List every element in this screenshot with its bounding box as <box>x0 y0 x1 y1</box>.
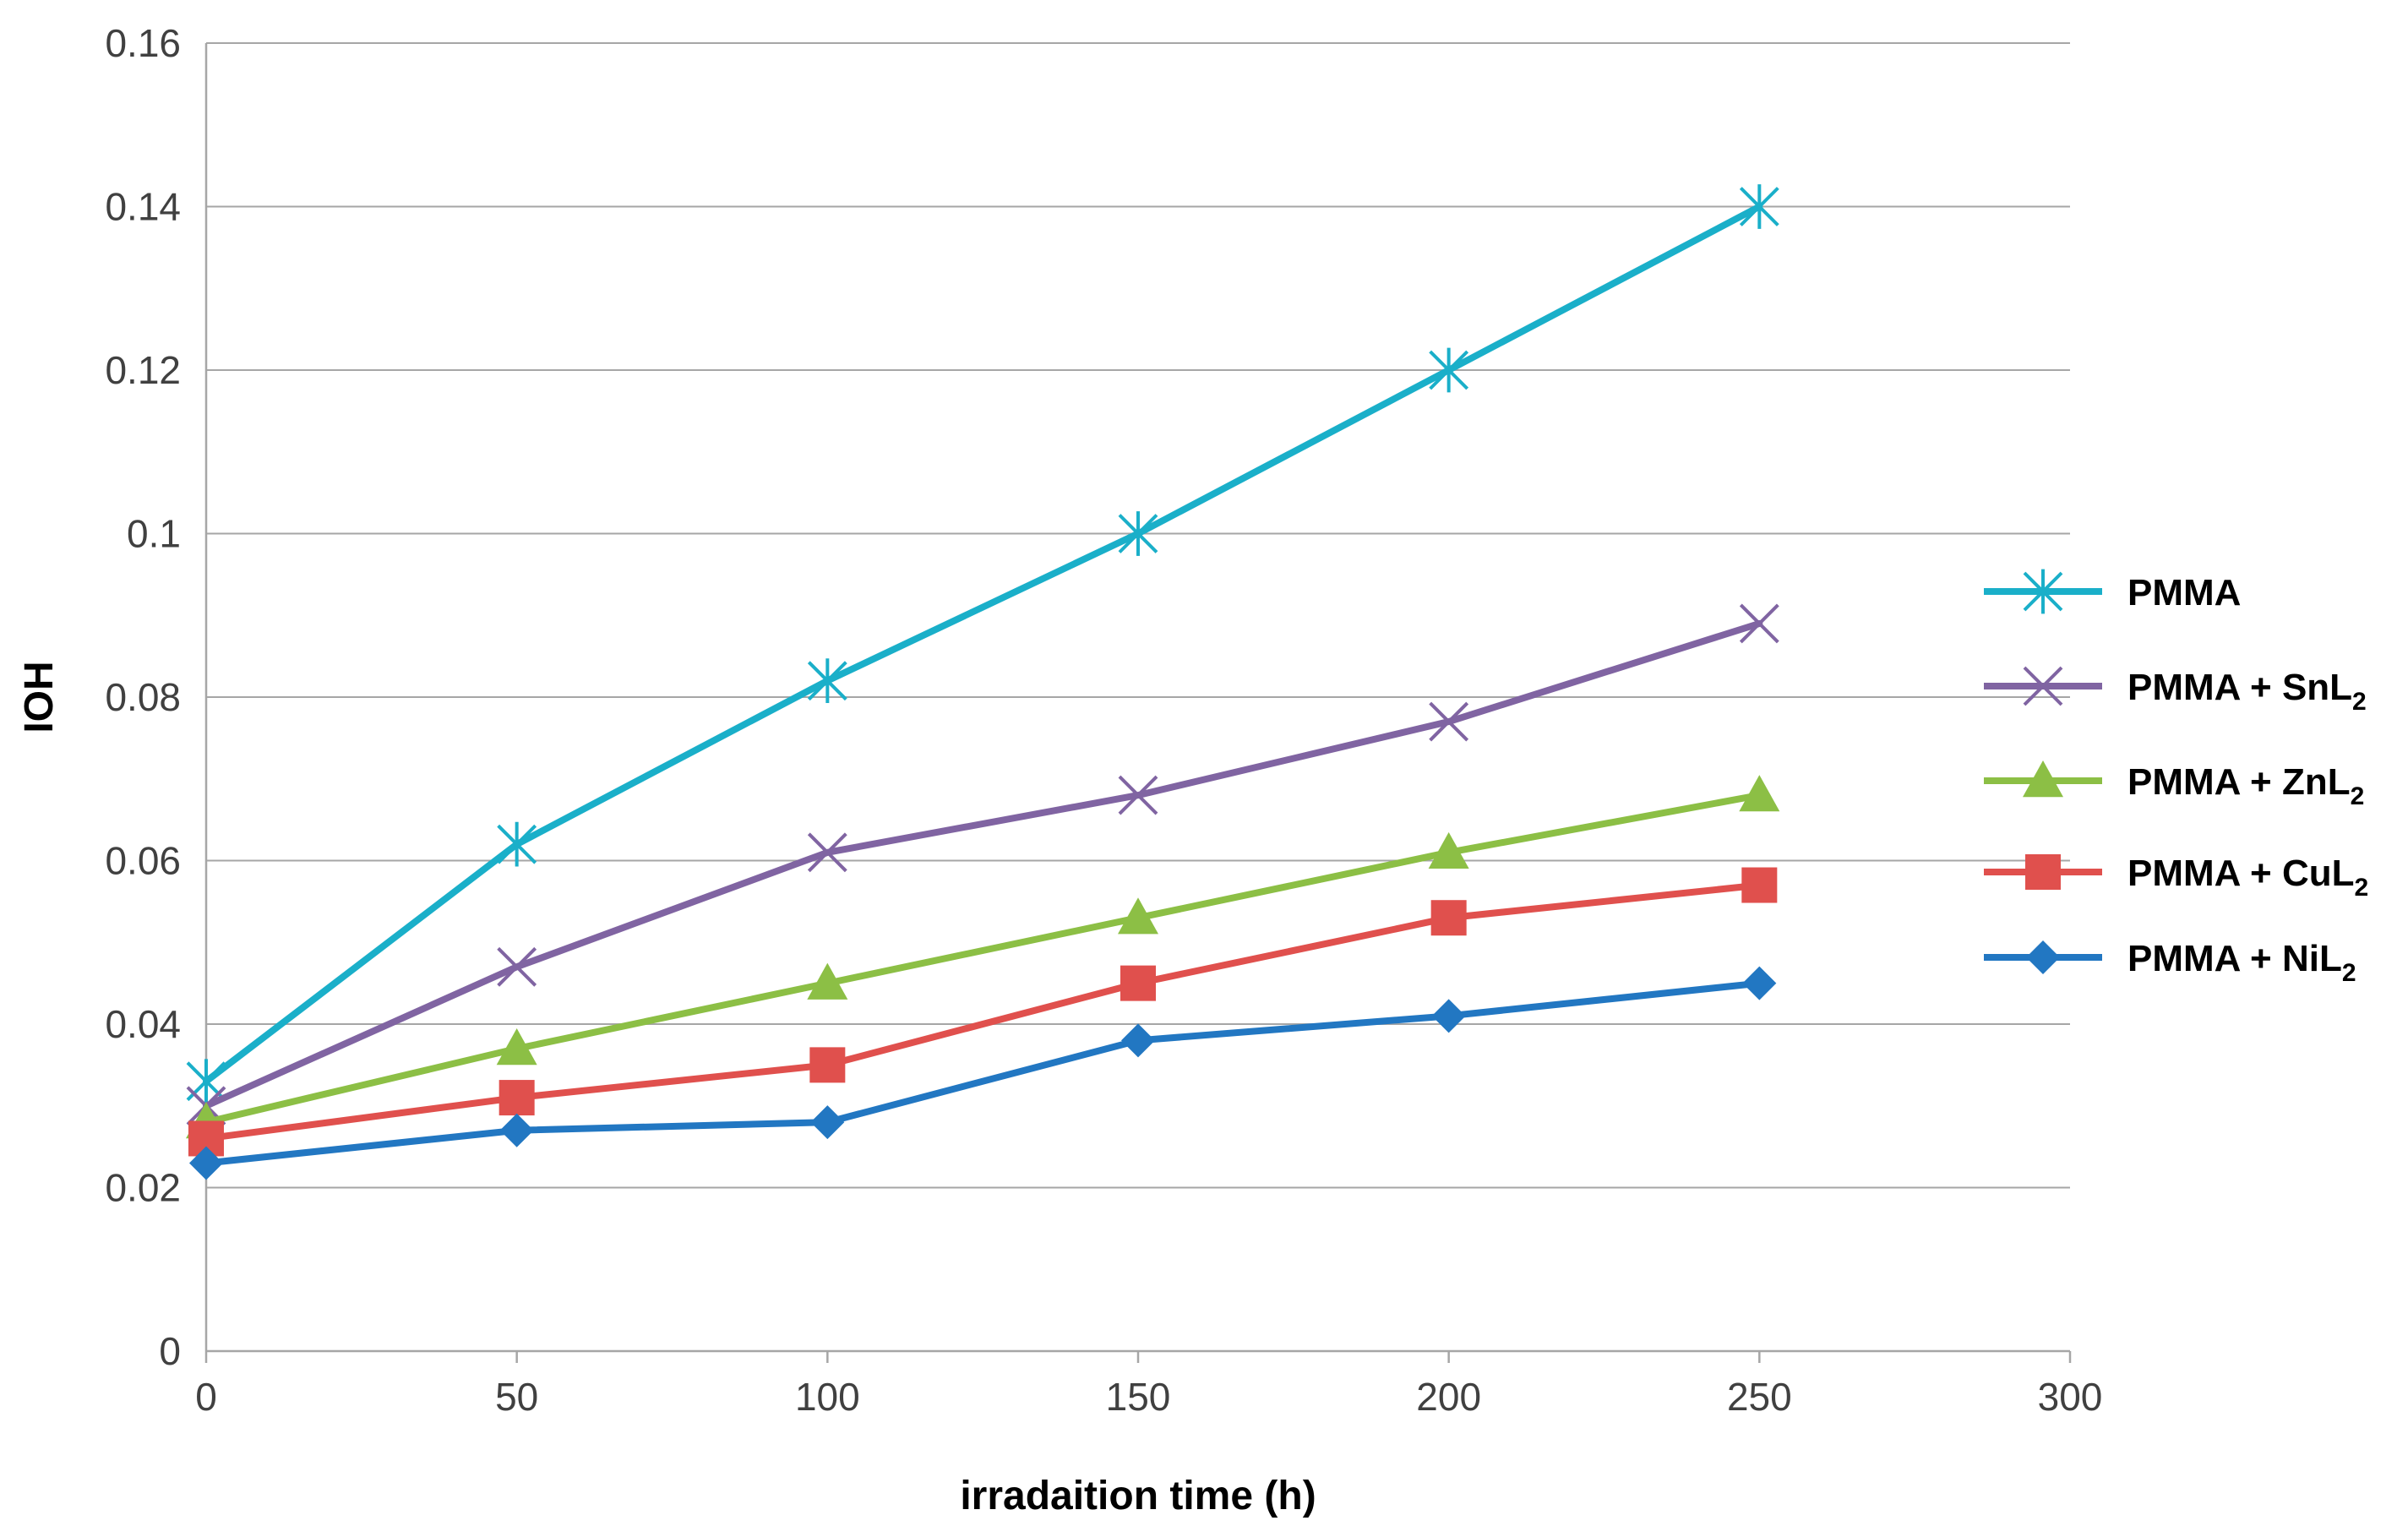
legend-label-subscript: 2 <box>2351 782 2365 810</box>
data-point <box>1739 603 1779 644</box>
legend-label-subscript: 2 <box>2342 959 2356 987</box>
legend-label-subscript: 2 <box>2352 688 2367 716</box>
data-point <box>1739 184 1779 229</box>
data-point <box>1118 897 1158 935</box>
series-line <box>203 619 1763 1109</box>
data-point <box>1430 900 1467 936</box>
data-point <box>189 1146 223 1180</box>
legend-item: PMMA + SnL2 <box>1984 666 2367 716</box>
series-3 <box>188 867 1778 1157</box>
data-point <box>1118 511 1158 556</box>
data-point <box>1739 775 1780 812</box>
legend-swatch-marker <box>2023 760 2063 798</box>
series-4 <box>189 966 1777 1180</box>
data-point <box>1118 775 1158 815</box>
legend-label-main: PMMA + ZnL <box>2127 761 2351 803</box>
y-tick-label: 0.1 <box>127 512 181 556</box>
data-point <box>1121 1023 1155 1058</box>
data-point <box>807 658 847 704</box>
data-point <box>1431 999 1466 1033</box>
legend-swatch-marker <box>2025 854 2061 890</box>
legend-label-main: PMMA + SnL <box>2127 667 2352 708</box>
y-tick-label: 0.08 <box>105 675 181 719</box>
data-point <box>807 962 848 1000</box>
data-point <box>810 1105 845 1140</box>
data-point <box>1741 867 1778 903</box>
data-point <box>499 1113 534 1147</box>
legend-label: PMMA + NiL2 <box>2127 938 2356 987</box>
y-tick-label: 0.06 <box>105 839 181 883</box>
x-tick-label: 150 <box>1106 1375 1171 1419</box>
data-point <box>498 1080 535 1116</box>
legend-label: PMMA + SnL2 <box>2127 667 2367 716</box>
data-point <box>1120 965 1156 1001</box>
y-tick-label: 0.14 <box>105 185 181 229</box>
series-line <box>203 203 1763 1085</box>
series-line <box>203 792 1763 1126</box>
data-point <box>497 821 537 867</box>
legend-label: PMMA + CuL2 <box>2127 853 2368 902</box>
legend-label: PMMA + ZnL2 <box>2127 761 2364 810</box>
legend-item: PMMA + ZnL2 <box>1984 760 2364 810</box>
y-tick-label: 0 <box>159 1329 181 1373</box>
legend-label-main: PMMA + CuL <box>2127 853 2354 894</box>
x-tick-label: 50 <box>495 1375 538 1419</box>
legend-swatch-marker <box>2023 569 2063 614</box>
data-point <box>496 1028 537 1066</box>
legend-item: PMMA + NiL2 <box>1984 938 2356 987</box>
data-point <box>1429 347 1469 393</box>
legend-label-subscript: 2 <box>2354 874 2368 902</box>
legend-item: PMMA <box>1984 569 2241 614</box>
y-tick-label: 0.02 <box>105 1166 181 1210</box>
axes <box>204 43 2072 1363</box>
y-tick-label: 0.04 <box>105 1002 181 1046</box>
x-tick-label: 100 <box>795 1375 860 1419</box>
series-line <box>203 979 1763 1167</box>
series-line <box>203 881 1763 1142</box>
x-tick-label: 300 <box>2038 1375 2103 1419</box>
series-1 <box>186 603 1779 1126</box>
data-point <box>1428 831 1469 869</box>
legend-swatch-marker <box>2026 940 2060 974</box>
y-tick-label: 0.12 <box>105 348 181 392</box>
data-point <box>1742 966 1777 1000</box>
y-axis-title: IOH <box>17 661 62 733</box>
legend-label-main: PMMA <box>2127 572 2241 613</box>
legend-label: PMMA <box>2127 572 2241 613</box>
series-group <box>186 184 1780 1180</box>
data-point <box>807 832 847 873</box>
legend-swatch-marker <box>2023 666 2063 706</box>
legend-item: PMMA + CuL2 <box>1984 853 2368 902</box>
x-axis-title: irradaition time (h) <box>960 1474 1316 1518</box>
grid-lines <box>206 42 2070 1189</box>
legend-label-main: PMMA + NiL <box>2127 938 2342 979</box>
x-tick-label: 0 <box>195 1375 217 1419</box>
data-point <box>1429 701 1469 742</box>
data-point <box>809 1047 846 1083</box>
y-tick-labels: 0 0.02 0.04 0.06 0.08 0.1 0.12 0.14 0.16 <box>105 21 181 1373</box>
x-tick-label: 250 <box>1727 1375 1792 1419</box>
x-tick-label: 200 <box>1416 1375 1481 1419</box>
x-tick-labels: 0 50 100 150 200 250 300 <box>195 1375 2102 1419</box>
y-tick-label: 0.16 <box>105 21 181 65</box>
series-0 <box>186 184 1779 1104</box>
data-point <box>497 946 537 987</box>
